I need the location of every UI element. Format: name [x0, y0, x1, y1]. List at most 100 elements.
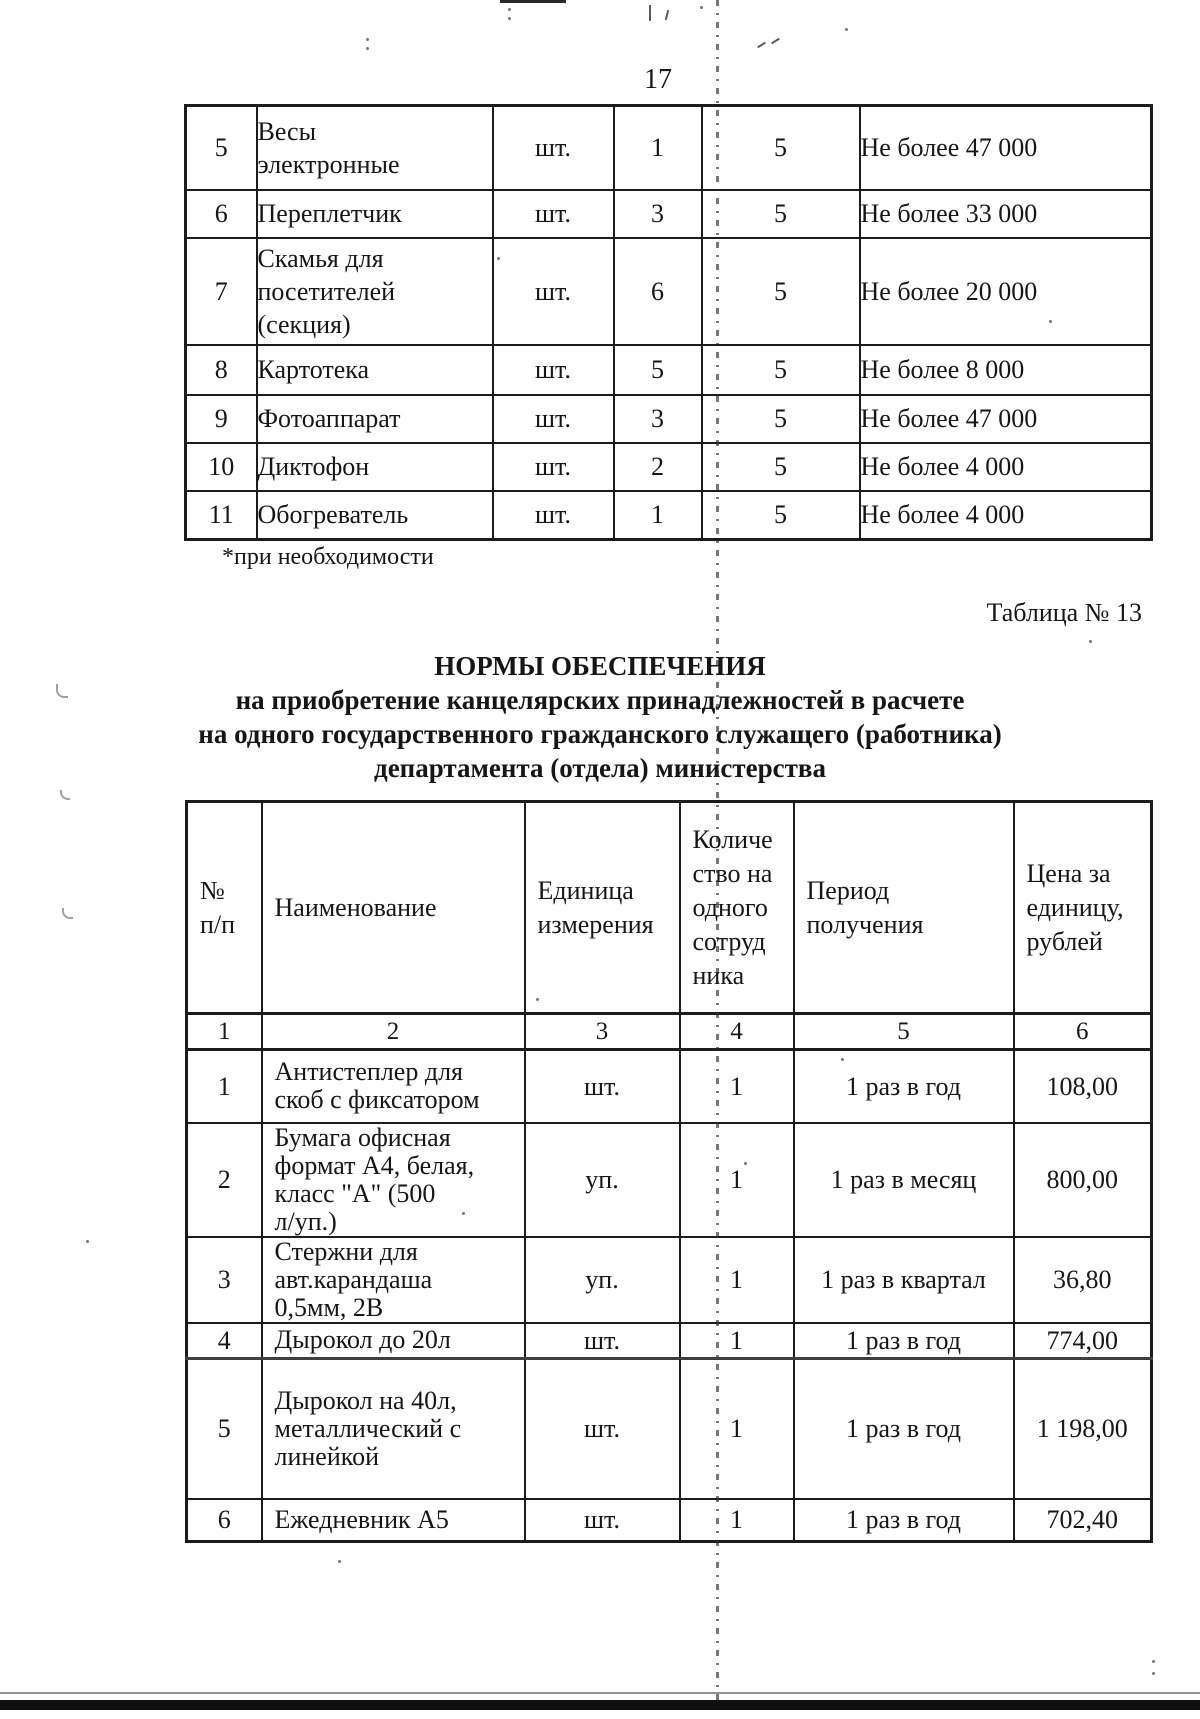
- item-period: 5: [700, 236, 861, 346]
- item-qty: 1: [678, 1498, 795, 1542]
- item-price: Не более 4 000: [858, 489, 1153, 541]
- item-price: 702,40: [1012, 1498, 1153, 1542]
- item-name: Фотоаппарат: [255, 393, 494, 444]
- scan-margin-mark: [56, 684, 68, 698]
- item-period: 1 раз в год: [792, 1498, 1015, 1542]
- col-num: 5: [792, 1012, 1015, 1051]
- item-period: 1 раз в квартал: [792, 1235, 1015, 1324]
- scan-speck: [366, 38, 369, 41]
- title-line-4: департамента (отдела) министерства: [374, 753, 826, 783]
- scan-speck: [771, 37, 780, 45]
- table-row: 6 Ежедневник А5 шт. 1 1 раз в год 702,40: [185, 1498, 1153, 1542]
- table-row: 10 Диктофон шт. 2 5 Не более 4 000: [184, 441, 1153, 492]
- item-price: 1 198,00: [1012, 1356, 1153, 1500]
- item-qty: 6: [612, 236, 703, 346]
- scan-speck: [913, 424, 916, 427]
- col-header-unit: Единица измерения: [523, 800, 681, 1015]
- scan-speck: [366, 47, 369, 50]
- item-price: 108,00: [1012, 1048, 1153, 1124]
- item-unit: уп.: [523, 1121, 681, 1238]
- scan-edge-mark: [500, 0, 566, 3]
- row-num: 1: [185, 1048, 263, 1124]
- scan-speck: [1152, 1672, 1155, 1675]
- scan-speck: [338, 1560, 341, 1563]
- item-qty: 1: [678, 1121, 795, 1238]
- row-num: 2: [185, 1121, 263, 1238]
- item-unit: шт.: [491, 343, 615, 396]
- item-name: Скамья для посетителей (секция): [255, 236, 494, 346]
- item-name: Картотека: [255, 343, 494, 396]
- stationery-norms-table: № п/п Наименование Единица измерения Кол…: [185, 800, 1153, 1543]
- scan-speck: [508, 17, 511, 20]
- item-period: 5: [700, 188, 861, 239]
- item-name: Обогреватель: [255, 489, 494, 541]
- row-num: 10: [184, 441, 258, 492]
- scan-speck: [1152, 1660, 1155, 1663]
- item-price: 36,80: [1012, 1235, 1153, 1324]
- scan-speck: [1049, 320, 1052, 323]
- item-price: 774,00: [1012, 1321, 1153, 1359]
- row-num: 6: [184, 188, 258, 239]
- item-qty: 1: [678, 1321, 795, 1359]
- item-name: Дырокол на 40л, металлический с линейкой: [260, 1356, 526, 1500]
- col-header-price: Цена за единицу, рублей: [1012, 800, 1153, 1015]
- col-num: 2: [260, 1012, 526, 1051]
- table-row: 5 Весы электронные шт. 1 5 Не более 47 0…: [184, 104, 1153, 191]
- item-unit: шт.: [491, 441, 615, 492]
- item-unit: шт.: [523, 1321, 681, 1359]
- scan-speck: [497, 257, 500, 260]
- item-period: 1 раз в месяц: [792, 1121, 1015, 1238]
- scan-bottom-thin-line: [0, 1692, 1200, 1694]
- table-row: 2 Бумага офисная формат А4, белая, класс…: [185, 1121, 1153, 1238]
- item-name: Дырокол до 20л: [260, 1321, 526, 1359]
- scan-speck: [664, 9, 670, 21]
- item-unit: шт.: [491, 104, 615, 191]
- col-header-num: № п/п: [185, 800, 263, 1015]
- col-num: 3: [523, 1012, 681, 1051]
- item-period: 5: [700, 343, 861, 396]
- item-unit: уп.: [523, 1235, 681, 1324]
- scan-margin-mark: [62, 908, 73, 919]
- scan-speck: [1089, 640, 1092, 643]
- title-line-3: на одного государственного гражданского …: [198, 719, 1002, 749]
- item-name: Бумага офисная формат А4, белая, класс "…: [260, 1121, 526, 1238]
- scan-speck: [841, 1058, 844, 1061]
- scan-speck: [86, 1240, 89, 1243]
- scan-speck: [757, 41, 766, 49]
- page-number: 17: [644, 64, 672, 95]
- item-unit: шт.: [491, 236, 615, 346]
- page-fold-line: [716, 0, 719, 1700]
- item-price: Не более 20 000: [858, 236, 1153, 346]
- item-qty: 3: [612, 188, 703, 239]
- row-num: 7: [184, 236, 258, 346]
- item-name: Антистеплер для скоб с фиксатором: [260, 1048, 526, 1124]
- item-qty: 1: [612, 104, 703, 191]
- item-price: 800,00: [1012, 1121, 1153, 1238]
- item-price: Не более 47 000: [858, 393, 1153, 444]
- table-row: 3 Стержни для авт.карандаша 0,5мм, 2В уп…: [185, 1235, 1153, 1324]
- item-price: Не более 33 000: [858, 188, 1153, 239]
- scan-speck: [649, 5, 651, 21]
- table-row: 7 Скамья для посетителей (секция) шт. 6 …: [184, 236, 1153, 346]
- item-qty: 1: [678, 1356, 795, 1500]
- item-name: Ежедневник А5: [260, 1498, 526, 1542]
- item-price: Не более 47 000: [858, 104, 1153, 191]
- item-period: 5: [700, 104, 861, 191]
- scan-bottom-band: [0, 1700, 1200, 1710]
- footnote: *при необходимости: [222, 544, 434, 570]
- row-num: 9: [184, 393, 258, 444]
- column-number-row: 1 2 3 4 5 6: [185, 1012, 1153, 1051]
- row-num: 3: [185, 1235, 263, 1324]
- item-qty: 1: [678, 1235, 795, 1324]
- table-row: 5 Дырокол на 40л, металлический с линейк…: [185, 1356, 1153, 1500]
- item-name: Стержни для авт.карандаша 0,5мм, 2В: [260, 1235, 526, 1324]
- row-num: 11: [184, 489, 258, 541]
- item-period: 5: [700, 393, 861, 444]
- item-price: Не более 4 000: [858, 441, 1153, 492]
- title-line-1: НОРМЫ ОБЕСПЕЧЕНИЯ: [434, 651, 766, 681]
- scan-margin-mark: [60, 790, 70, 800]
- table-row: 6 Переплетчик шт. 3 5 Не более 33 000: [184, 188, 1153, 239]
- item-qty: 1: [678, 1048, 795, 1124]
- item-period: 1 раз в год: [792, 1048, 1015, 1124]
